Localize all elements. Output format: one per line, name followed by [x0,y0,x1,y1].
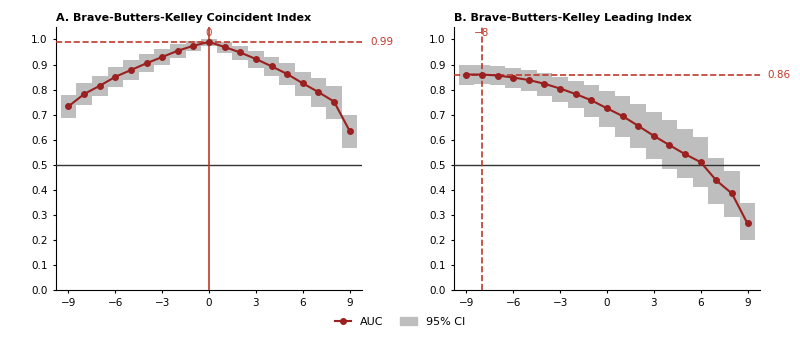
Text: B. Brave-Butters-Kelley Leading Index: B. Brave-Butters-Kelley Leading Index [454,13,692,23]
Bar [233,46,248,60]
Bar [107,66,123,87]
Legend: AUC, 95% CI: AUC, 95% CI [330,312,470,332]
Text: 0: 0 [206,28,212,38]
Bar [248,51,264,67]
Bar [92,75,107,96]
Bar [217,42,233,53]
Text: A. Brave-Butters-Kelley Coincident Index: A. Brave-Butters-Kelley Coincident Index [56,13,311,23]
Bar [521,70,537,91]
Bar [342,115,358,148]
Bar [724,171,740,217]
Bar [310,78,326,107]
Bar [202,39,217,47]
Bar [583,85,599,117]
Bar [646,112,662,159]
Bar [490,66,506,85]
Bar [279,63,295,85]
Bar [458,65,474,85]
Bar [264,57,279,76]
Bar [662,120,678,169]
Bar [61,95,76,118]
Bar [568,81,583,108]
Text: 0.99: 0.99 [370,37,393,47]
Bar [123,60,138,80]
Text: −8: −8 [474,28,490,38]
Bar [186,41,202,52]
Bar [614,96,630,136]
Bar [506,68,521,88]
Text: 0.86: 0.86 [768,69,791,80]
Bar [170,44,186,58]
Bar [678,129,693,178]
Bar [326,86,342,119]
Bar [599,91,614,127]
Bar [295,72,310,96]
Bar [138,55,154,72]
Bar [154,50,170,65]
Bar [552,76,568,101]
Bar [537,73,552,96]
Bar [76,83,92,104]
Bar [630,104,646,148]
Bar [693,136,709,187]
Bar [474,65,490,84]
Bar [709,158,724,204]
Bar [740,203,755,240]
